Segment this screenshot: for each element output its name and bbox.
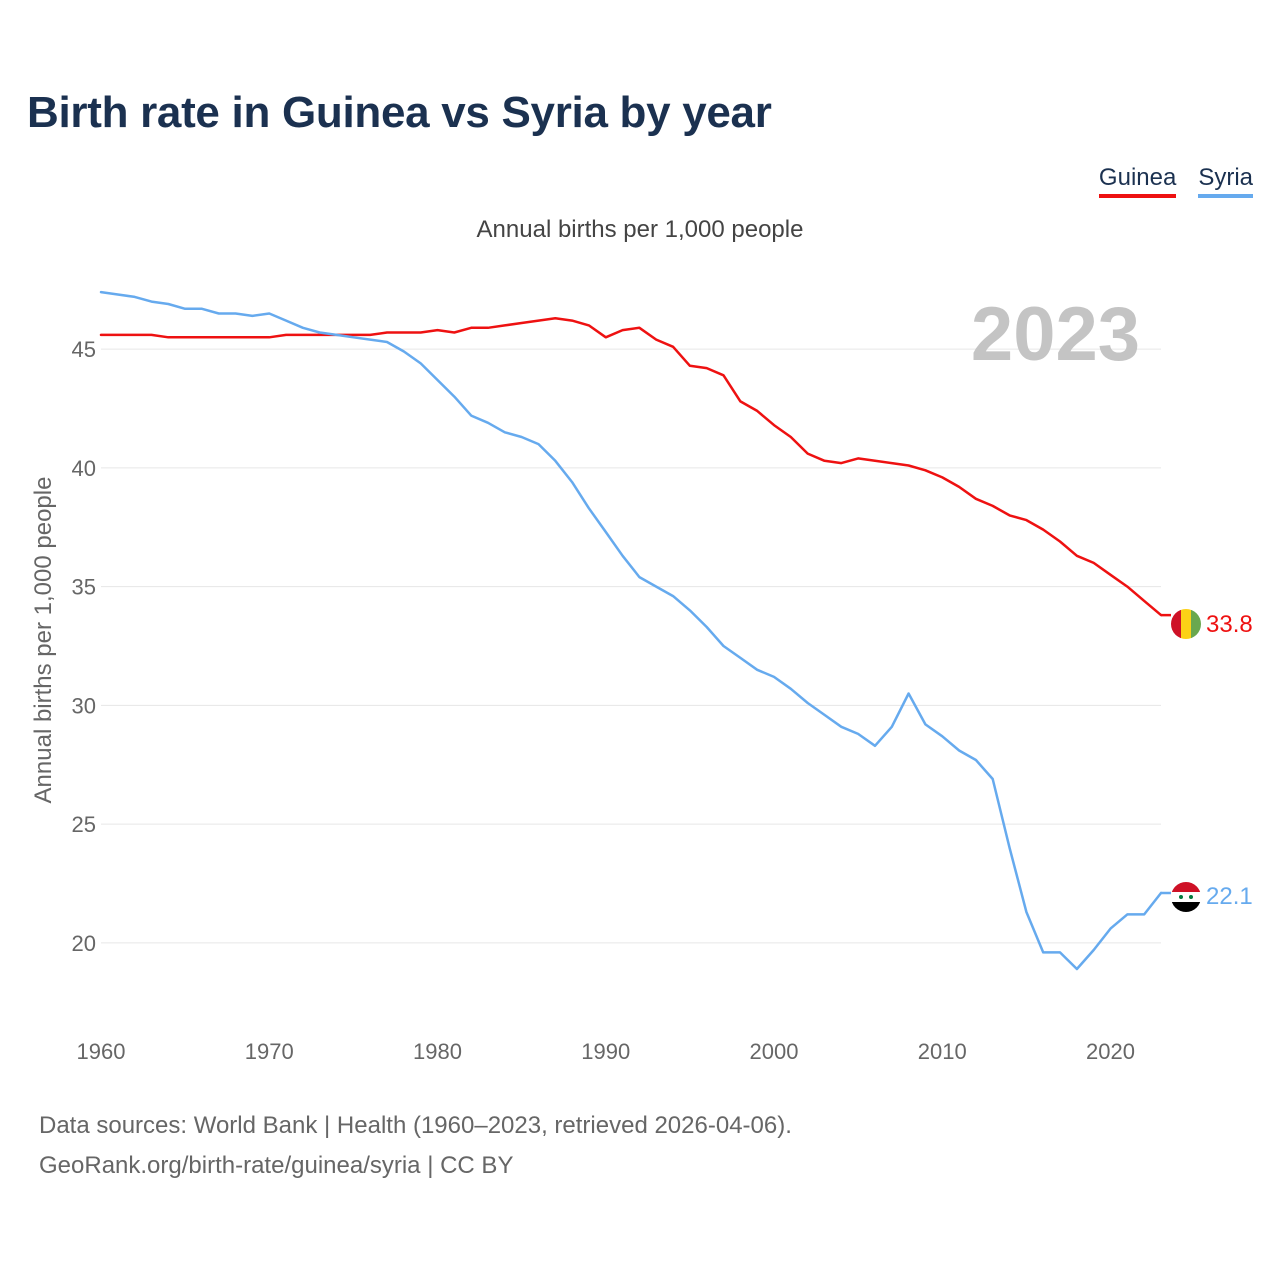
- x-tick-label: 1960: [77, 1039, 126, 1064]
- axis-ticks: 20 25 30 35 40 45 1960 1970 1980 1990 2000 2010 2020: [72, 337, 1135, 1064]
- y-tick-label: 45: [72, 337, 96, 362]
- x-tick-label: 1980: [413, 1039, 462, 1064]
- series-lines: [99, 290, 1171, 971]
- x-tick-label: 2010: [918, 1039, 967, 1064]
- y-axis-label: Annual births per 1,000 people: [30, 477, 57, 804]
- y-tick-label: 40: [72, 456, 96, 481]
- y-tick-label: 20: [72, 931, 96, 956]
- chart-subtitle: Annual births per 1,000 people: [476, 216, 804, 243]
- guinea-flag-icon: [1171, 609, 1201, 639]
- x-tick-label: 1990: [581, 1039, 630, 1064]
- x-tick-label: 1970: [245, 1039, 294, 1064]
- y-tick-label: 25: [72, 812, 96, 837]
- sources-line-1: Data sources: World Bank | Health (1960–…: [39, 1112, 792, 1139]
- series-line-syria[interactable]: [99, 290, 1163, 971]
- series-line-guinea[interactable]: [99, 317, 1163, 617]
- legend-item-syria[interactable]: Syria: [1198, 164, 1253, 198]
- line-chart: 20 25 30 35 40 45 1960 1970 1980 1990 2000 2010 2020…: [30, 290, 1253, 1064]
- legend: Guinea Syria: [1098, 164, 1253, 198]
- y-tick-label: 30: [72, 693, 96, 718]
- grid-lines: [101, 348, 1161, 944]
- syria-end-value: 22.1: [1206, 883, 1253, 910]
- guinea-end-value: 33.8: [1206, 611, 1253, 638]
- syria-flag-icon: [1171, 882, 1201, 912]
- legend-item-guinea[interactable]: Guinea: [1098, 164, 1177, 198]
- x-tick-label: 2000: [750, 1039, 799, 1064]
- y-tick-label: 35: [72, 575, 96, 600]
- data-sources: Data sources: World Bank | Health (1960–…: [39, 1106, 792, 1186]
- chart-title: Birth rate in Guinea vs Syria by year: [27, 88, 772, 137]
- x-tick-label: 2020: [1086, 1039, 1135, 1064]
- current-year-label: 2023: [971, 292, 1140, 377]
- sources-line-2[interactable]: GeoRank.org/birth-rate/guinea/syria | CC…: [39, 1152, 514, 1179]
